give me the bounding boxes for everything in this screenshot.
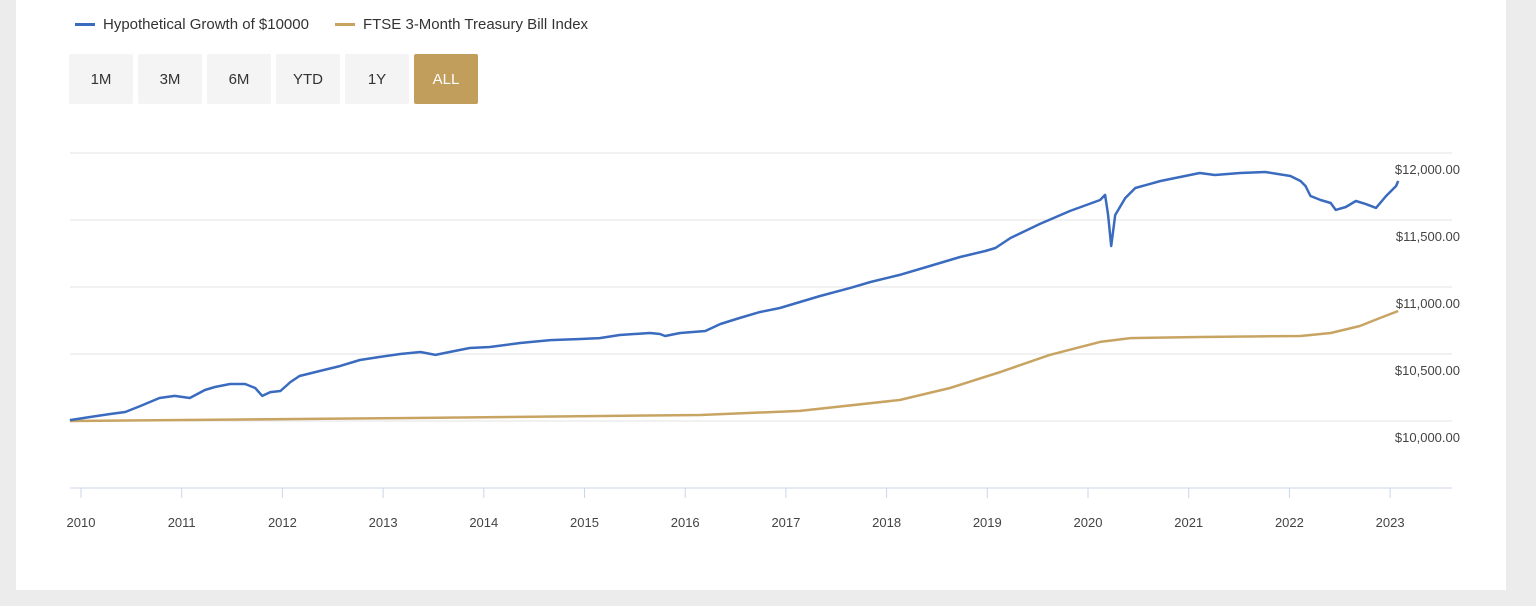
x-tick-label: 2010 xyxy=(67,515,96,530)
range-1y-button[interactable]: 1Y xyxy=(345,54,409,104)
x-tick-label: 2023 xyxy=(1376,515,1405,530)
x-tick-label: 2011 xyxy=(168,515,196,530)
legend-item-growth[interactable]: Hypothetical Growth of $10000 xyxy=(75,16,309,33)
x-tick-label: 2020 xyxy=(1074,515,1103,530)
y-tick-label: $11,000.00 xyxy=(1396,296,1460,311)
x-tick-label: 2015 xyxy=(570,515,599,530)
legend-label: FTSE 3-Month Treasury Bill Index xyxy=(362,16,589,33)
range-selector: 1M 3M 6M YTD 1Y ALL xyxy=(69,54,478,104)
x-tick-label: 2022 xyxy=(1275,515,1304,530)
legend-label: Hypothetical Growth of $10000 xyxy=(103,16,309,33)
y-tick-label: $10,500.00 xyxy=(1395,363,1460,378)
y-tick-label: $10,000.00 xyxy=(1395,430,1460,445)
range-ytd-button[interactable]: YTD xyxy=(276,54,340,104)
x-tick-label: 2021 xyxy=(1174,515,1203,530)
x-tick-label: 2017 xyxy=(771,515,800,530)
series-line-tbill xyxy=(69,309,1399,423)
legend-swatch-blue xyxy=(75,23,95,26)
range-6m-button[interactable]: 6M xyxy=(207,54,271,104)
legend: Hypothetical Growth of $10000 FTSE 3-Mon… xyxy=(75,16,588,33)
range-1m-button[interactable]: 1M xyxy=(69,54,133,104)
x-tick-label: 2012 xyxy=(268,515,297,530)
x-tick-label: 2013 xyxy=(369,515,398,530)
range-3m-button[interactable]: 3M xyxy=(138,54,202,104)
x-tick-label: 2018 xyxy=(872,515,901,530)
x-tick-label: 2016 xyxy=(671,515,700,530)
x-tick-label: 2014 xyxy=(469,515,498,530)
series-line-growth xyxy=(69,170,1400,422)
range-all-button[interactable]: ALL xyxy=(414,54,478,104)
legend-swatch-gold xyxy=(334,23,355,26)
y-tick-label: $12,000.00 xyxy=(1395,162,1460,177)
y-tick-label: $11,500.00 xyxy=(1396,229,1460,244)
x-tick-label: 2019 xyxy=(973,515,1002,530)
legend-item-tbill[interactable]: FTSE 3-Month Treasury Bill Index xyxy=(334,16,589,33)
